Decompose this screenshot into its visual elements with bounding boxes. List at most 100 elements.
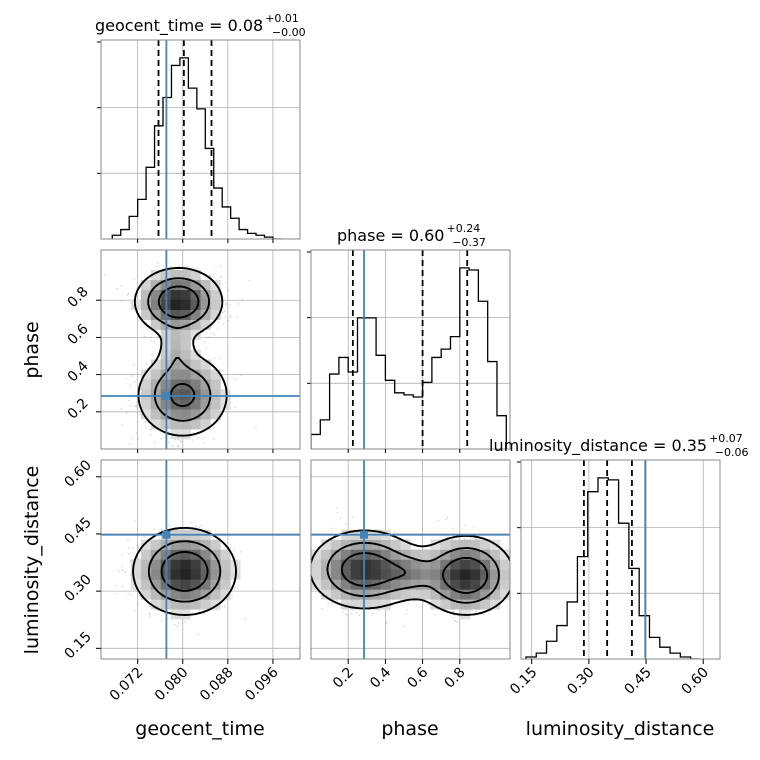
- density-cell: [210, 559, 221, 570]
- xtick-label-luminosity_distance: 0.30: [564, 665, 597, 698]
- density-cell: [140, 539, 152, 550]
- density-cell: [210, 549, 221, 560]
- density-cell: [210, 599, 221, 610]
- density-cell: [140, 409, 152, 420]
- density-cell: [180, 559, 191, 570]
- density-cell: [190, 369, 201, 380]
- density-cell: [150, 309, 161, 320]
- density-cell: [410, 559, 421, 570]
- density-cell: [320, 559, 332, 570]
- contour-level-2: [326, 541, 500, 604]
- panel-border: [520, 459, 721, 660]
- density-cell: [200, 279, 211, 291]
- density-cell: [370, 569, 381, 580]
- density-cell: [180, 269, 191, 281]
- contour-level-2: [147, 277, 212, 422]
- density-cell: [150, 359, 161, 370]
- xtick-label-phase: 0.2: [330, 665, 357, 692]
- density-cell: [410, 589, 421, 600]
- density-cell: [420, 579, 431, 590]
- density-cell: [180, 389, 191, 400]
- panel-content: [101, 250, 300, 449]
- density-cell: [190, 309, 201, 320]
- density-cell: [170, 279, 181, 291]
- density-cell: [140, 389, 152, 400]
- density-cell: [500, 579, 510, 590]
- density-cell: [170, 409, 181, 420]
- density-cell: [430, 559, 441, 570]
- density-cell: [170, 339, 181, 350]
- density-cell: [150, 569, 161, 580]
- density-cell: [450, 589, 461, 600]
- density-cell: [450, 549, 461, 560]
- density-cell: [140, 399, 152, 410]
- histogram-step-phase: [311, 267, 507, 449]
- density-cell: [500, 569, 510, 580]
- density-cell: [140, 579, 152, 590]
- density-cell: [190, 349, 201, 360]
- density-cell: [320, 569, 332, 580]
- density-cell: [150, 389, 161, 400]
- panel-phase-vs-luminosity_distance: [310, 459, 511, 660]
- density-cell: [200, 599, 211, 610]
- contour-level-1: [311, 529, 510, 616]
- density-cell: [210, 569, 221, 580]
- density-cell: [150, 289, 161, 301]
- density-cell: [330, 539, 342, 550]
- density-cell: [420, 549, 431, 560]
- density-cell: [400, 549, 411, 560]
- density-cell: [140, 309, 152, 320]
- density-cell: [180, 369, 191, 380]
- ytick-label-phase: 0.4: [65, 358, 92, 385]
- density-cell: [500, 549, 510, 560]
- density-cell: [150, 269, 161, 281]
- density-cell: [440, 599, 451, 610]
- density-cell: [170, 349, 181, 360]
- panel-content: [311, 460, 510, 659]
- density-cell: [180, 569, 191, 580]
- density-cell: [470, 549, 481, 560]
- density-cell: [500, 559, 510, 570]
- ytick-label-phase: 0.6: [65, 321, 92, 348]
- density-cell: [470, 579, 481, 590]
- density-cell: [450, 579, 461, 590]
- density-cell: [410, 569, 421, 580]
- density-cell: [170, 319, 181, 330]
- density-cell: [150, 579, 161, 590]
- density-cell: [360, 579, 371, 590]
- density-cell: [150, 589, 161, 600]
- density-cell: [470, 599, 481, 610]
- density-cell: [180, 579, 191, 590]
- density-cell: [450, 569, 461, 580]
- xtick-label-geocent_time: 0.088: [197, 665, 237, 705]
- density-cell: [190, 319, 201, 330]
- contour-level-3: [340, 552, 489, 594]
- density-cell: [200, 309, 211, 320]
- density-cell: [410, 579, 421, 590]
- density-cell: [430, 539, 441, 550]
- density-cell: [140, 369, 152, 380]
- density-cell: [350, 539, 362, 550]
- density-cell: [180, 329, 191, 340]
- panel-border: [310, 459, 511, 660]
- density-cell: [170, 359, 181, 370]
- density-cell: [390, 589, 401, 600]
- density-cell: [440, 559, 451, 570]
- density-cell: [180, 429, 191, 440]
- density-cell: [180, 279, 191, 291]
- density-cell: [440, 589, 451, 600]
- density-cell: [180, 339, 191, 350]
- panel-border: [100, 459, 301, 660]
- density-cell: [360, 589, 371, 600]
- density-cell: [360, 599, 371, 610]
- density-cell: [210, 379, 221, 390]
- density-cell: [460, 549, 471, 560]
- density-cell: [200, 319, 211, 330]
- density-cell: [380, 559, 391, 570]
- density-cell: [360, 559, 371, 570]
- density-cell: [150, 299, 161, 310]
- ylabel-luminosity-distance: luminosity_distance: [21, 466, 43, 655]
- density-cell: [170, 419, 181, 430]
- xtick-label-phase: 0.4: [367, 664, 394, 691]
- density-cell: [170, 299, 181, 310]
